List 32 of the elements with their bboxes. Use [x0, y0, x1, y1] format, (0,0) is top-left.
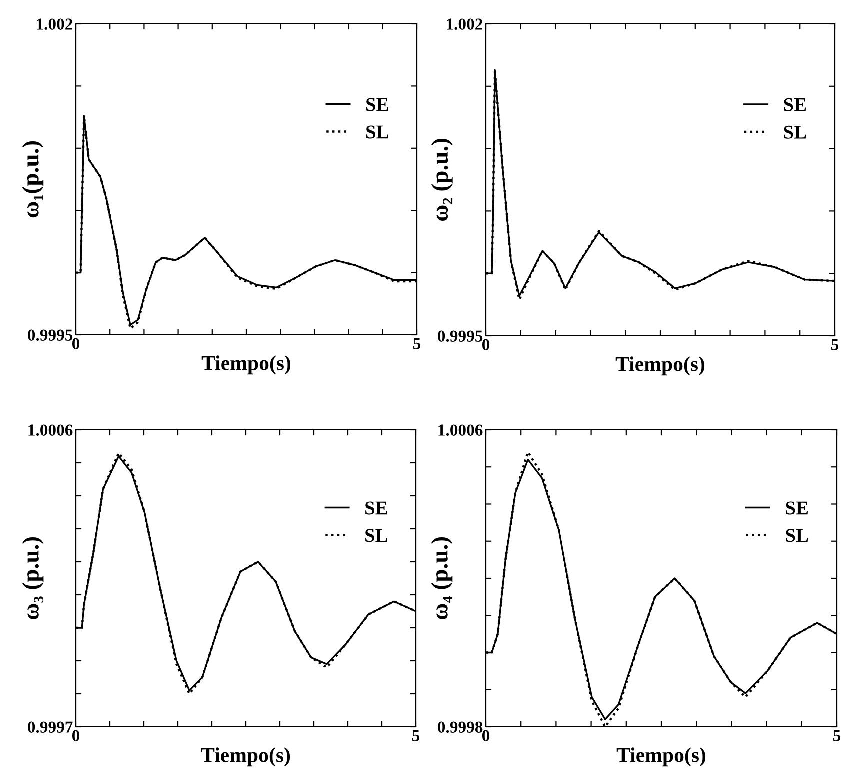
y-tick-label: 0.9998 [438, 722, 483, 734]
x-tick-label: 0 [482, 339, 490, 351]
x-tick-label: 5 [832, 339, 839, 351]
y-tick-label: 1.0006 [28, 424, 73, 436]
legend-label: SE [366, 502, 388, 515]
x-tick-label: 0 [72, 730, 80, 742]
y-axis-title: ω₃ (p.u.) [22, 538, 44, 620]
legend-label: SL [784, 126, 806, 139]
legend-label: SL [786, 529, 808, 542]
x-axis-title: Tiempo(s) [202, 356, 291, 375]
y-tick-label: 0.9997 [28, 722, 73, 734]
y-axis-title: ω₁(p.u.) [22, 141, 44, 218]
legend-label: SE [786, 502, 808, 515]
x-tick-label: 5 [834, 730, 841, 742]
y-tick-label: 0.9995 [438, 330, 483, 342]
y-tick-label: 0.9995 [28, 330, 73, 342]
x-tick-label: 5 [412, 730, 420, 742]
legend-label: SE [366, 98, 388, 112]
y-tick-label: 1.0006 [438, 424, 483, 436]
y-axis-title: ω₂ (p.u.) [431, 139, 453, 222]
x-axis-title: Tiempo(s) [616, 356, 705, 376]
x-tick-label: 5 [414, 338, 421, 350]
legend-label: SL [366, 126, 388, 139]
y-tick-label: 1.002 [447, 18, 483, 30]
legend-label: SL [366, 529, 388, 542]
legend-label: SE [784, 98, 806, 112]
x-tick-label: 0 [72, 338, 80, 350]
y-tick-label: 1.002 [37, 18, 73, 30]
y-axis-title: ω₄ (p.u.) [431, 538, 453, 620]
x-axis-title: Tiempo(s) [201, 748, 290, 767]
x-axis-title: Tiempo(s) [616, 748, 706, 767]
x-tick-label: 0 [482, 730, 490, 742]
